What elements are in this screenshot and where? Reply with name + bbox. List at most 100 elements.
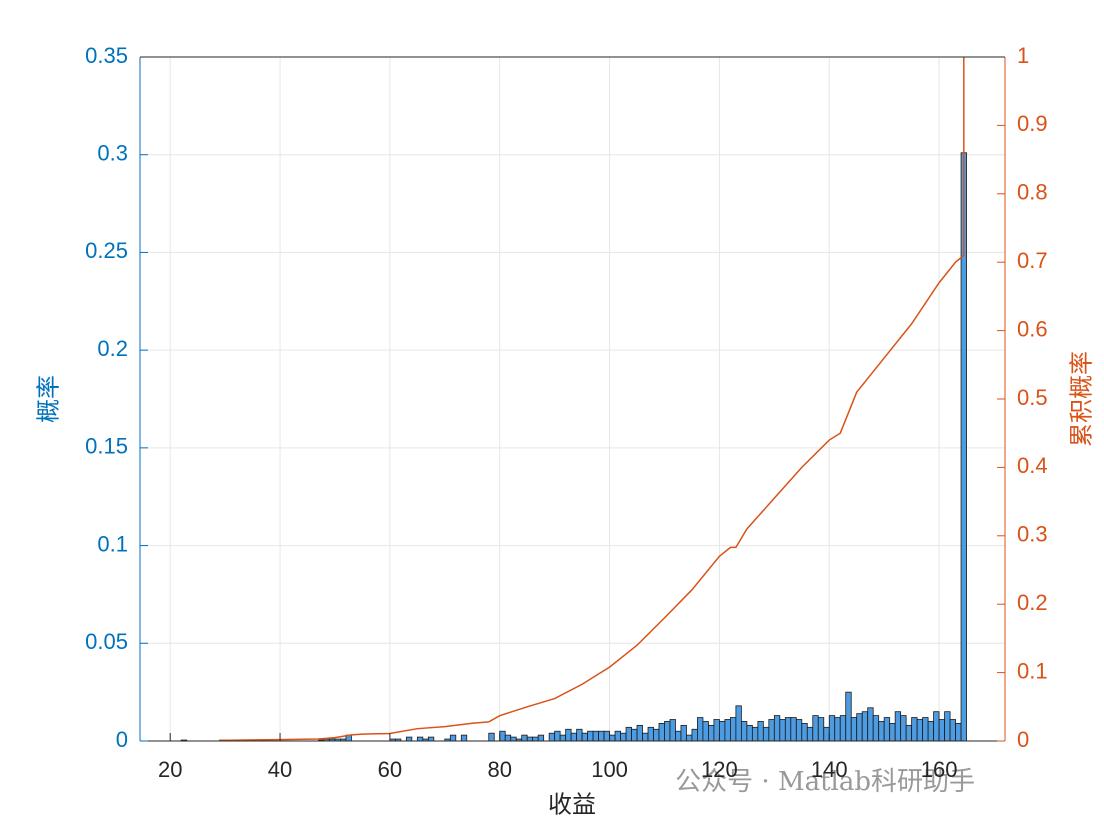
bar (675, 730, 682, 742)
bar (933, 711, 940, 742)
bar (669, 719, 676, 742)
watermark: 公众号 · Matlab科研助手 (675, 767, 975, 797)
bar (801, 723, 808, 742)
bar (460, 734, 468, 742)
bar (686, 734, 693, 742)
bar (746, 724, 753, 742)
bar (757, 721, 764, 742)
bar (598, 730, 605, 742)
bar (488, 732, 495, 742)
bar (823, 726, 830, 742)
bar (861, 711, 869, 742)
y2-tick-label: 0.9 (1017, 111, 1048, 136)
bar (636, 724, 643, 742)
y2-tick-label: 1 (1017, 43, 1029, 68)
bar (955, 723, 962, 742)
bar (839, 715, 847, 742)
bar (719, 721, 726, 742)
bar (784, 717, 792, 742)
bar (405, 736, 413, 742)
bar (614, 730, 621, 742)
bar (817, 717, 825, 742)
bar (559, 734, 567, 742)
y2-tick-label: 0.5 (1017, 385, 1048, 410)
y-tick-label: 0.2 (97, 336, 128, 361)
bar (812, 715, 819, 742)
bar (416, 736, 424, 742)
bar (806, 726, 814, 742)
bar (603, 730, 610, 742)
bar (653, 728, 660, 742)
bar (740, 721, 748, 742)
bar (658, 723, 665, 742)
bar (647, 726, 654, 742)
bar (878, 721, 885, 742)
bar (620, 732, 627, 742)
bar (427, 736, 435, 742)
cumulative-line (219, 57, 965, 742)
bar (867, 707, 874, 742)
bar (894, 711, 902, 742)
x-tick-label: 140 (811, 757, 848, 782)
x-tick-label: 100 (591, 757, 628, 782)
bar (449, 734, 457, 742)
bar (664, 721, 671, 742)
y2-tick-label: 0 (1017, 727, 1029, 752)
bar (532, 736, 539, 742)
bar (570, 732, 578, 742)
bar (949, 719, 956, 742)
y-tick-label: 0.3 (97, 141, 128, 166)
bar (526, 736, 534, 742)
bar (911, 717, 918, 742)
bar (680, 724, 687, 742)
x-tick-label: 80 (487, 757, 511, 782)
y2-tick-label: 0.7 (1017, 248, 1048, 273)
y2-tick-label: 0.2 (1017, 590, 1048, 615)
bar (889, 723, 896, 742)
bar (751, 726, 759, 742)
y-tick-label: 0.35 (85, 43, 128, 68)
bar (510, 736, 517, 742)
bar (845, 691, 852, 742)
bar (828, 715, 836, 742)
y2-tick-label: 0.1 (1017, 658, 1048, 683)
bar (504, 734, 512, 742)
bar (779, 719, 786, 742)
bar (708, 724, 715, 742)
x-tick-label: 120 (701, 757, 738, 782)
bar (883, 717, 891, 742)
bar (856, 713, 863, 742)
x-axis-label: 收益 (548, 791, 596, 819)
y-tick-label: 0 (116, 727, 128, 752)
bar (537, 734, 545, 742)
bar (724, 719, 731, 742)
x-tick-label: 160 (921, 757, 958, 782)
y2-tick-label: 0.6 (1017, 316, 1048, 341)
bar (938, 719, 945, 742)
bar (927, 721, 935, 742)
x-tick-label: 40 (268, 757, 292, 782)
y-tick-label: 0.25 (85, 238, 128, 263)
bar (625, 726, 632, 742)
bar (713, 719, 720, 742)
bar (850, 717, 858, 742)
y-tick-label: 0.15 (85, 434, 128, 459)
bar (576, 728, 583, 742)
bar (916, 719, 924, 742)
y-tick-label: 0.1 (97, 531, 128, 556)
bar (521, 734, 528, 742)
bar (900, 715, 907, 742)
bar (581, 732, 589, 742)
y2-tick-label: 0.8 (1017, 180, 1048, 205)
y-axis-label: 概率 (35, 375, 63, 423)
bar (702, 721, 709, 742)
y2-tick-label: 0.4 (1017, 453, 1048, 478)
bar (554, 730, 561, 742)
bar (773, 715, 781, 742)
bar (565, 728, 572, 742)
y2-tick-label: 0.3 (1017, 522, 1048, 547)
bar (905, 724, 913, 742)
bar (642, 732, 649, 742)
bar (697, 717, 704, 742)
bar (631, 728, 638, 742)
